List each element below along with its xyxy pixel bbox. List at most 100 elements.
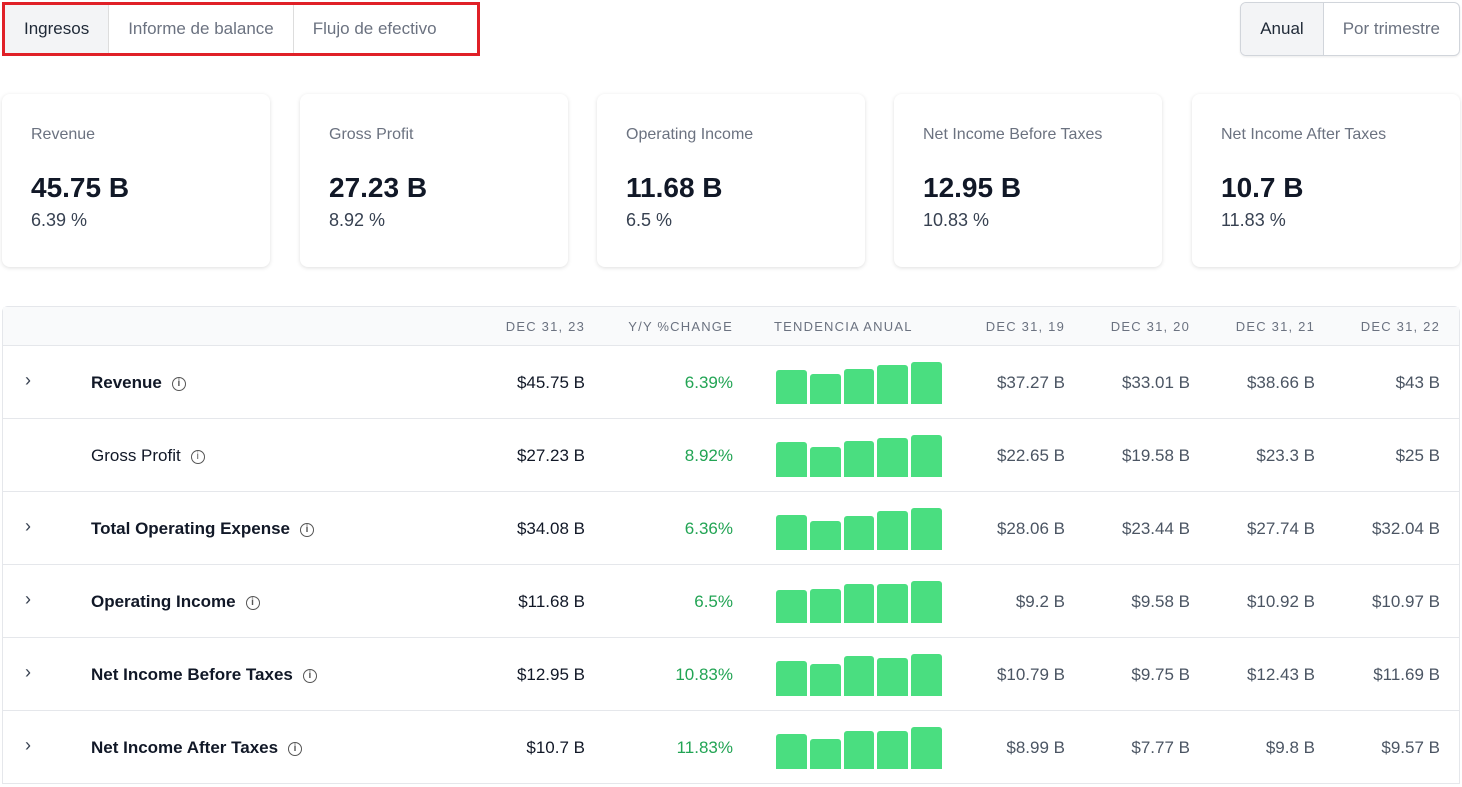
historical-value: $9.2 B xyxy=(1015,592,1065,611)
info-icon[interactable]: i xyxy=(300,523,315,537)
row-label: Gross Profit xyxy=(91,446,181,465)
trend-bar xyxy=(911,435,942,477)
historical-value: $7.77 B xyxy=(1131,738,1190,757)
historical-value: $37.27 B xyxy=(996,373,1065,392)
trend-sparkline xyxy=(776,579,942,623)
historical-value: $8.99 B xyxy=(1006,738,1065,757)
card-value: 27.23 B xyxy=(329,172,428,203)
historical-value: $33.01 B xyxy=(1121,373,1190,392)
trend-bar xyxy=(809,738,841,769)
current-value: $10.7 B xyxy=(526,738,585,757)
yoy-change: 6.39% xyxy=(684,373,733,392)
trend-bar xyxy=(809,446,841,477)
chevron-right-icon[interactable]: › xyxy=(25,516,31,536)
trend-bar xyxy=(911,581,942,623)
trend-bar xyxy=(877,364,909,404)
trend-bar xyxy=(843,583,875,623)
trend-bar xyxy=(877,731,909,769)
table-row[interactable]: › Operating Income i $11.68 B 6.5% $9.2 B… xyxy=(3,565,1459,638)
trend-bar xyxy=(911,727,942,769)
historical-value: $11.69 B xyxy=(1373,665,1440,684)
col-header: TENDENCIA ANUAL xyxy=(774,319,913,334)
historical-value: $9.8 B xyxy=(1265,738,1315,757)
trend-bar xyxy=(809,664,841,696)
table-row[interactable]: › Total Operating Expense i $34.08 B 6.36… xyxy=(3,492,1459,565)
trend-sparkline xyxy=(776,433,942,477)
card-title: Net Income Before Taxes xyxy=(923,126,1103,143)
period-toggle: Anual Por trimestre xyxy=(1240,2,1460,56)
income-table: DEC 31, 23 Y/Y %CHANGE TENDENCIA ANUAL D… xyxy=(2,306,1460,784)
trend-bar xyxy=(809,521,841,550)
trend-bar xyxy=(911,362,942,404)
col-header: DEC 31, 21 xyxy=(1235,319,1315,334)
current-value: $27.23 B xyxy=(516,446,585,465)
chevron-right-icon[interactable]: › xyxy=(25,735,31,755)
historical-value: $12.43 B xyxy=(1246,665,1315,684)
trend-bar xyxy=(911,654,942,696)
col-header: DEC 31, 23 xyxy=(505,319,585,334)
historical-value: $9.75 B xyxy=(1131,665,1190,684)
historical-value: $43 B xyxy=(1395,373,1440,392)
trend-bar xyxy=(877,438,909,477)
info-icon[interactable]: i xyxy=(171,377,186,391)
trend-bar xyxy=(776,515,807,550)
row-label: Net Income Before Taxes xyxy=(91,665,293,684)
info-icon[interactable]: i xyxy=(190,450,205,464)
card-title: Gross Profit xyxy=(329,126,414,143)
table-row[interactable]: › Net Income After Taxes i $10.7 B 11.83%… xyxy=(3,711,1459,784)
card-value: 12.95 B xyxy=(923,172,1022,203)
summary-card: Operating Income 11.68 B 6.5 % xyxy=(597,94,865,267)
card-change: 6.5 % xyxy=(626,210,673,230)
trend-bar xyxy=(843,368,875,404)
yoy-change: 8.92% xyxy=(684,446,733,465)
table-row[interactable]: › Revenue i $45.75 B 6.39% $37.27 B $33.01… xyxy=(3,346,1459,419)
chevron-right-icon[interactable]: › xyxy=(25,662,31,682)
trend-bar xyxy=(877,658,909,696)
historical-value: $25 B xyxy=(1395,446,1440,465)
card-title: Revenue xyxy=(31,126,96,143)
col-header: DEC 31, 20 xyxy=(1110,319,1190,334)
period-anual-button[interactable]: Anual xyxy=(1241,3,1324,55)
row-label: Total Operating Expense xyxy=(91,519,291,538)
table-row[interactable]: › Net Income Before Taxes i $12.95 B 10.8… xyxy=(3,638,1459,711)
table-row: Gross Profit i $27.23 B 8.92% $22.65 B $19… xyxy=(3,419,1459,492)
historical-value: $10.92 B xyxy=(1246,592,1315,611)
trend-bar xyxy=(877,510,909,550)
historical-value: $23.44 B xyxy=(1121,519,1190,538)
info-icon[interactable]: i xyxy=(302,669,317,683)
trend-bar xyxy=(776,442,807,477)
chevron-right-icon[interactable]: › xyxy=(25,589,31,609)
current-value: $45.75 B xyxy=(516,373,585,392)
trend-sparkline xyxy=(776,725,942,769)
chevron-right-icon[interactable]: › xyxy=(25,370,31,390)
trend-sparkline xyxy=(776,652,942,696)
historical-value: $9.57 B xyxy=(1381,738,1440,757)
info-icon[interactable]: i xyxy=(288,742,303,756)
trend-bar xyxy=(809,588,841,623)
card-title: Net Income After Taxes xyxy=(1221,126,1387,143)
summary-card: Gross Profit 27.23 B 8.92 % xyxy=(300,94,568,267)
historical-value: $23.3 B xyxy=(1256,446,1315,465)
current-value: $12.95 B xyxy=(516,665,585,684)
historical-value: $38.66 B xyxy=(1246,373,1315,392)
trend-bar xyxy=(877,583,909,623)
trend-sparkline xyxy=(776,360,942,404)
tab-ingresos[interactable]: Ingresos xyxy=(5,5,110,53)
tab-flujo-de-efectivo[interactable]: Flujo de efectivo xyxy=(312,19,437,38)
period-trimestre-button[interactable]: Por trimestre xyxy=(1342,19,1440,38)
historical-value: $27.74 B xyxy=(1246,519,1315,538)
trend-bar xyxy=(911,508,942,550)
historical-value: $22.65 B xyxy=(996,446,1065,465)
trend-bar xyxy=(776,589,807,623)
trend-bar xyxy=(843,515,875,550)
trend-bar xyxy=(843,730,875,769)
summary-card: Revenue 45.75 B 6.39 % xyxy=(2,94,270,267)
historical-value: $32.04 B xyxy=(1371,519,1440,538)
tab-informe-de-balance[interactable]: Informe de balance xyxy=(109,5,294,53)
historical-value: $10.79 B xyxy=(996,665,1065,684)
yoy-change: 6.36% xyxy=(684,519,733,538)
card-change: 11.83 % xyxy=(1221,210,1286,230)
yoy-change: 11.83% xyxy=(676,738,733,757)
info-icon[interactable]: i xyxy=(245,596,260,610)
card-change: 10.83 % xyxy=(923,210,990,230)
